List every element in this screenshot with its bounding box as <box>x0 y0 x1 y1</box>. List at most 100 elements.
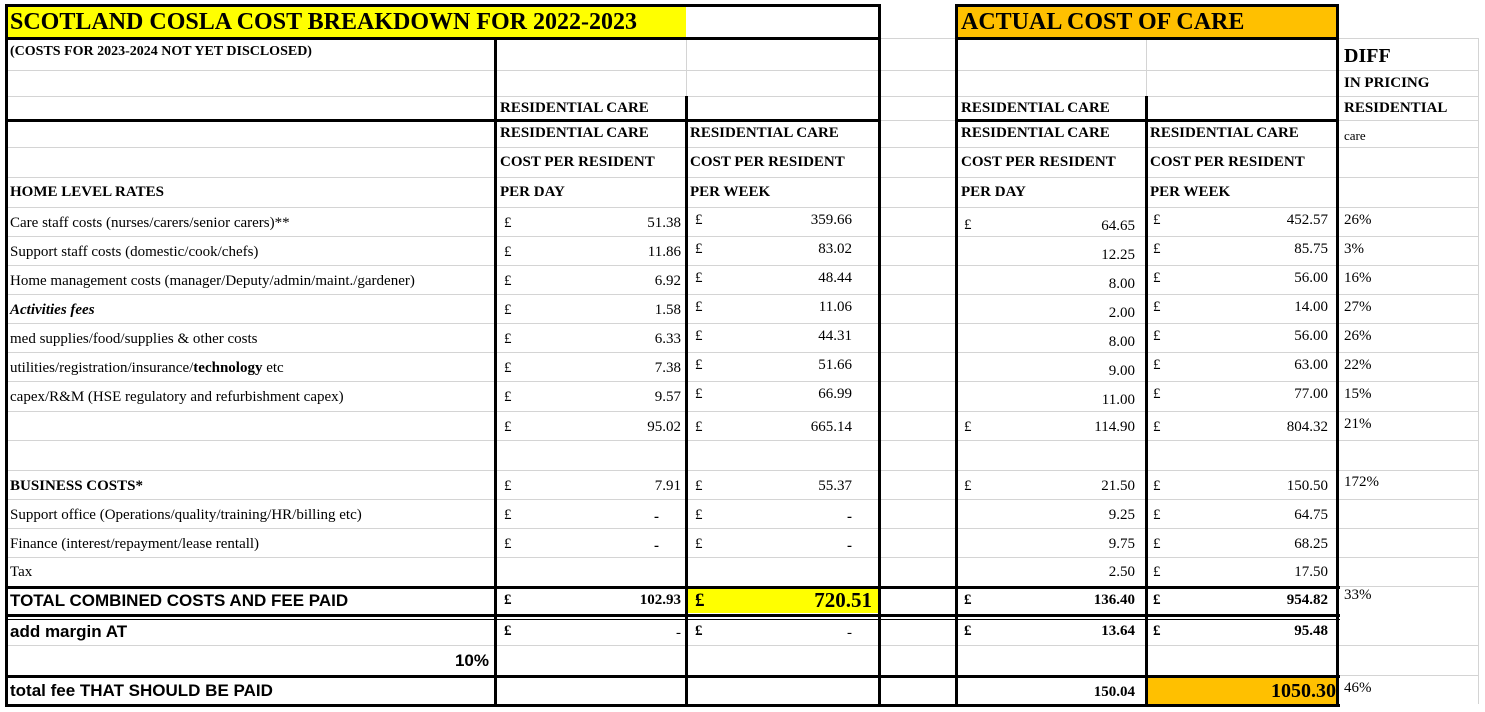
support-actual-day-value[interactable]: 9.25 <box>1108 507 1135 523</box>
tax-actual-day-value[interactable]: 2.50 <box>1108 564 1135 580</box>
business-actual-week-currency[interactable]: £ <box>1153 478 1161 494</box>
actual-day-value[interactable]: 9.00 <box>1108 363 1135 379</box>
row-label[interactable]: capex/R&M (HSE regulatory and refurbishm… <box>10 389 344 405</box>
cosla-day-currency[interactable]: £ <box>504 302 512 318</box>
diff-line2[interactable]: IN PRICING <box>1344 75 1430 91</box>
row-label[interactable]: utilities/registration/insurance/technol… <box>10 361 284 376</box>
final-diff[interactable]: 46% <box>1344 680 1372 696</box>
cosla-week-value[interactable]: 51.66 <box>818 357 852 373</box>
total-cosla-week-value[interactable]: 720.51 <box>814 588 872 612</box>
left-subtitle[interactable]: (COSTS FOR 2023-2024 NOT YET DISCLOSED) <box>10 44 312 59</box>
diff-value[interactable]: 3% <box>1344 241 1364 257</box>
subtotal-actual-day-currency[interactable]: £ <box>964 419 972 435</box>
support-cosla-day-currency[interactable]: £ <box>504 507 512 523</box>
subtotal-actual-week-value[interactable]: 804.32 <box>1286 419 1328 435</box>
margin-actual-week-currency[interactable]: £ <box>1153 623 1161 639</box>
subtotal-cosla-week-currency[interactable]: £ <box>695 419 703 435</box>
actual-week-currency[interactable]: £ <box>1153 386 1161 402</box>
support-actual-week-currency[interactable]: £ <box>1153 507 1161 523</box>
right-col-sub-week[interactable]: COST PER RESIDENT <box>1150 154 1305 170</box>
subtotal-actual-week-currency[interactable]: £ <box>1153 419 1161 435</box>
left-col-unit-week[interactable]: PER WEEK <box>690 184 771 200</box>
business-cosla-day-currency[interactable]: £ <box>504 478 512 494</box>
right-col-unit-week[interactable]: PER WEEK <box>1150 184 1231 200</box>
total-actual-week-currency[interactable]: £ <box>1153 592 1161 608</box>
actual-week-currency[interactable]: £ <box>1153 328 1161 344</box>
diff-line3[interactable]: RESIDENTIAL <box>1344 100 1448 116</box>
business-cosla-week-currency[interactable]: £ <box>695 478 703 494</box>
finance-cosla-week-value[interactable]: - <box>847 538 852 554</box>
left-group-header[interactable]: RESIDENTIAL CARE <box>500 100 649 116</box>
tax-label[interactable]: Tax <box>10 564 33 580</box>
actual-week-currency[interactable]: £ <box>1153 357 1161 373</box>
actual-day-value[interactable]: 8.00 <box>1108 334 1135 350</box>
final-actual-day-value[interactable]: 150.04 <box>1093 684 1135 700</box>
cosla-day-value[interactable]: 7.38 <box>654 360 681 376</box>
section-label[interactable]: HOME LEVEL RATES <box>10 184 164 200</box>
finance-actual-week-value[interactable]: 68.25 <box>1294 536 1328 552</box>
actual-week-value[interactable]: 452.57 <box>1286 212 1328 228</box>
cosla-day-currency[interactable]: £ <box>504 389 512 405</box>
left-col-sub-day[interactable]: COST PER RESIDENT <box>500 155 655 170</box>
diff-value[interactable]: 16% <box>1344 270 1372 286</box>
row-label[interactable]: Care staff costs (nurses/carers/senior c… <box>10 215 290 231</box>
right-col-sub-day[interactable]: COST PER RESIDENT <box>961 155 1116 170</box>
finance-cosla-week-currency[interactable]: £ <box>695 536 703 552</box>
cosla-week-value[interactable]: 48.44 <box>818 270 852 286</box>
business-label[interactable]: BUSINESS COSTS* <box>10 478 143 494</box>
cosla-week-currency[interactable]: £ <box>695 241 703 257</box>
left-col-unit-day[interactable]: PER DAY <box>500 184 565 200</box>
cosla-day-currency[interactable]: £ <box>504 273 512 289</box>
actual-day-value[interactable]: 12.25 <box>1101 247 1135 263</box>
actual-day-value[interactable]: 8.00 <box>1108 276 1135 292</box>
right-col-header-day[interactable]: RESIDENTIAL CARE <box>961 125 1110 141</box>
cosla-week-currency[interactable]: £ <box>695 357 703 373</box>
cosla-week-value[interactable]: 44.31 <box>818 328 852 344</box>
final-actual-week-value[interactable]: 1050.30 <box>1271 680 1336 702</box>
tax-actual-week-value[interactable]: 17.50 <box>1294 564 1328 580</box>
total-diff[interactable]: 33% <box>1344 587 1372 603</box>
actual-week-value[interactable]: 56.00 <box>1294 328 1328 344</box>
diff-value[interactable]: 22% <box>1344 357 1372 373</box>
cosla-week-currency[interactable]: £ <box>695 328 703 344</box>
right-col-unit-day[interactable]: PER DAY <box>961 184 1026 200</box>
actual-day-value[interactable]: 2.00 <box>1108 305 1135 321</box>
left-title[interactable]: SCOTLAND COSLA COST BREAKDOWN FOR 2022-2… <box>8 6 686 38</box>
cosla-day-currency[interactable]: £ <box>504 215 512 231</box>
actual-week-currency[interactable]: £ <box>1153 299 1161 315</box>
margin-actual-day-currency[interactable]: £ <box>964 623 972 639</box>
diff-value[interactable]: 26% <box>1344 212 1372 228</box>
finance-label[interactable]: Finance (interest/repayment/lease rental… <box>10 536 260 552</box>
total-cosla-day-currency[interactable]: £ <box>504 592 512 608</box>
total-actual-week-value[interactable]: 954.82 <box>1286 592 1328 608</box>
cosla-day-value[interactable]: 1.58 <box>654 302 681 318</box>
diff-value[interactable]: 26% <box>1344 328 1372 344</box>
subtotal-cosla-day-value[interactable]: 95.02 <box>647 419 681 435</box>
finance-actual-day-value[interactable]: 9.75 <box>1108 536 1135 552</box>
subtotal-actual-day-value[interactable]: 114.90 <box>1094 419 1135 435</box>
finance-actual-week-currency[interactable]: £ <box>1153 536 1161 552</box>
actual-week-value[interactable]: 63.00 <box>1294 357 1328 373</box>
actual-week-value[interactable]: 77.00 <box>1294 386 1328 402</box>
left-col-header-day[interactable]: RESIDENTIAL CARE <box>500 125 649 141</box>
row-label[interactable]: Activities fees <box>10 302 95 318</box>
diff-title[interactable]: DIFF <box>1344 45 1391 67</box>
business-cosla-day-value[interactable]: 7.91 <box>654 478 681 494</box>
total-cosla-day-value[interactable]: 102.93 <box>639 592 681 608</box>
final-label[interactable]: total fee THAT SHOULD BE PAID <box>10 681 273 700</box>
margin-cosla-week-value[interactable]: - <box>847 625 852 641</box>
row-label[interactable]: med supplies/food/supplies & other costs <box>10 331 258 347</box>
actual-week-currency[interactable]: £ <box>1153 212 1161 228</box>
cosla-day-value[interactable]: 11.86 <box>647 244 681 260</box>
diff-line4[interactable]: care <box>1344 128 1366 143</box>
margin-cosla-week-currency[interactable]: £ <box>695 623 703 639</box>
subtotal-cosla-week-value[interactable]: 665.14 <box>810 419 852 435</box>
support-actual-week-value[interactable]: 64.75 <box>1294 507 1328 523</box>
tax-actual-week-currency[interactable]: £ <box>1153 564 1161 580</box>
cosla-week-value[interactable]: 11.06 <box>818 299 852 315</box>
cosla-week-value[interactable]: 359.66 <box>810 212 852 228</box>
actual-week-currency[interactable]: £ <box>1153 270 1161 286</box>
margin-cosla-day-currency[interactable]: £ <box>504 623 512 639</box>
cosla-day-currency[interactable]: £ <box>504 244 512 260</box>
actual-week-currency[interactable]: £ <box>1153 241 1161 257</box>
